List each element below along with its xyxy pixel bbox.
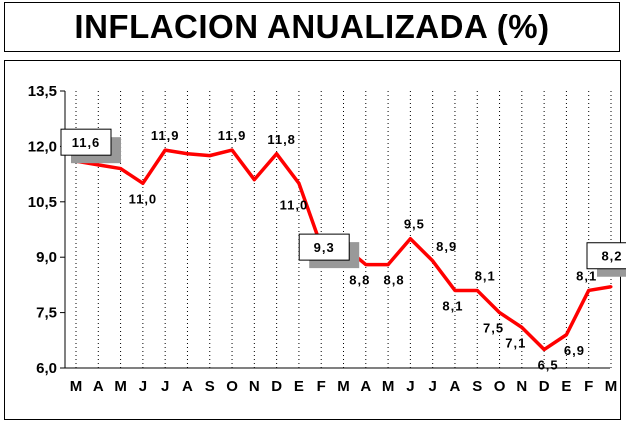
- x-tick-label: A: [93, 378, 104, 395]
- x-tick-label: J: [428, 378, 436, 395]
- data-label: 8,1: [475, 268, 496, 283]
- data-label: 8,1: [442, 298, 463, 313]
- data-point: [475, 288, 479, 292]
- x-tick-label: E: [561, 378, 571, 395]
- data-label: 6,5: [538, 358, 559, 373]
- data-label: 8,9: [436, 239, 457, 254]
- x-tick-label: D: [539, 378, 550, 395]
- data-point: [230, 148, 234, 152]
- x-tick-label: O: [494, 378, 506, 395]
- callout-label: 9,3: [314, 240, 335, 255]
- x-tick-label: J: [406, 378, 414, 395]
- data-point: [96, 163, 100, 167]
- data-label: 11,9: [218, 128, 247, 143]
- callout-box: [586, 242, 626, 270]
- data-point: [587, 288, 591, 292]
- callout-label: 11,6: [72, 135, 101, 150]
- data-point: [163, 148, 167, 152]
- y-tick-label: 6,0: [36, 360, 57, 377]
- x-tick-label: F: [584, 378, 593, 395]
- data-label: 7,1: [505, 335, 526, 350]
- x-tick-label: A: [450, 378, 461, 395]
- data-point: [185, 152, 189, 156]
- data-point: [119, 167, 123, 171]
- x-tick-label: M: [70, 378, 83, 395]
- data-point: [141, 181, 145, 185]
- y-tick-label: 7,5: [36, 305, 57, 322]
- data-label: 7,5: [483, 321, 504, 336]
- data-point: [453, 288, 457, 292]
- data-point: [431, 259, 435, 263]
- data-point: [520, 325, 524, 329]
- callout-box: [298, 233, 350, 261]
- chart-title: INFLACION ANUALIZADA (%): [74, 8, 550, 45]
- data-point: [498, 311, 502, 315]
- data-label: 11,0: [280, 197, 309, 212]
- data-point: [208, 154, 212, 158]
- x-tick-label: J: [139, 378, 147, 395]
- data-point: [564, 333, 568, 337]
- data-label: 11,8: [267, 132, 296, 147]
- data-point: [297, 181, 301, 185]
- data-point: [364, 263, 368, 267]
- x-tick-label: N: [516, 378, 527, 395]
- y-tick-label: 9,0: [36, 249, 57, 266]
- data-label: 8,8: [349, 273, 370, 288]
- data-point: [542, 348, 546, 352]
- x-tick-label: F: [317, 378, 326, 395]
- data-point: [408, 237, 412, 241]
- x-tick-label: E: [294, 378, 304, 395]
- data-point: [609, 285, 613, 289]
- data-label: 8,8: [384, 273, 405, 288]
- data-label: 11,0: [129, 191, 158, 206]
- y-tick-label: 12,0: [28, 138, 57, 155]
- title-box: INFLACION ANUALIZADA (%): [4, 2, 620, 52]
- x-tick-label: O: [226, 378, 238, 395]
- x-tick-label: M: [337, 378, 350, 395]
- x-tick-label: N: [249, 378, 260, 395]
- data-point: [252, 178, 256, 182]
- x-tick-label: A: [360, 378, 371, 395]
- data-point: [275, 152, 279, 156]
- x-tick-label: J: [161, 378, 169, 395]
- data-point: [386, 263, 390, 267]
- callout-label: 8,2: [601, 249, 622, 264]
- x-tick-label: A: [182, 378, 193, 395]
- callout-box: [60, 128, 112, 156]
- y-tick-label: 13,5: [28, 83, 57, 100]
- data-label: 11,9: [151, 128, 180, 143]
- x-tick-label: D: [271, 378, 282, 395]
- x-tick-label: S: [472, 378, 482, 395]
- y-tick-label: 10,5: [28, 194, 57, 211]
- data-label: 6,9: [564, 343, 585, 358]
- x-tick-label: M: [382, 378, 395, 395]
- data-label: 9,5: [404, 217, 425, 232]
- data-label: 8,1: [576, 268, 597, 283]
- x-tick-label: M: [114, 378, 127, 395]
- x-tick-label: S: [205, 378, 215, 395]
- x-tick-label: M: [605, 378, 618, 395]
